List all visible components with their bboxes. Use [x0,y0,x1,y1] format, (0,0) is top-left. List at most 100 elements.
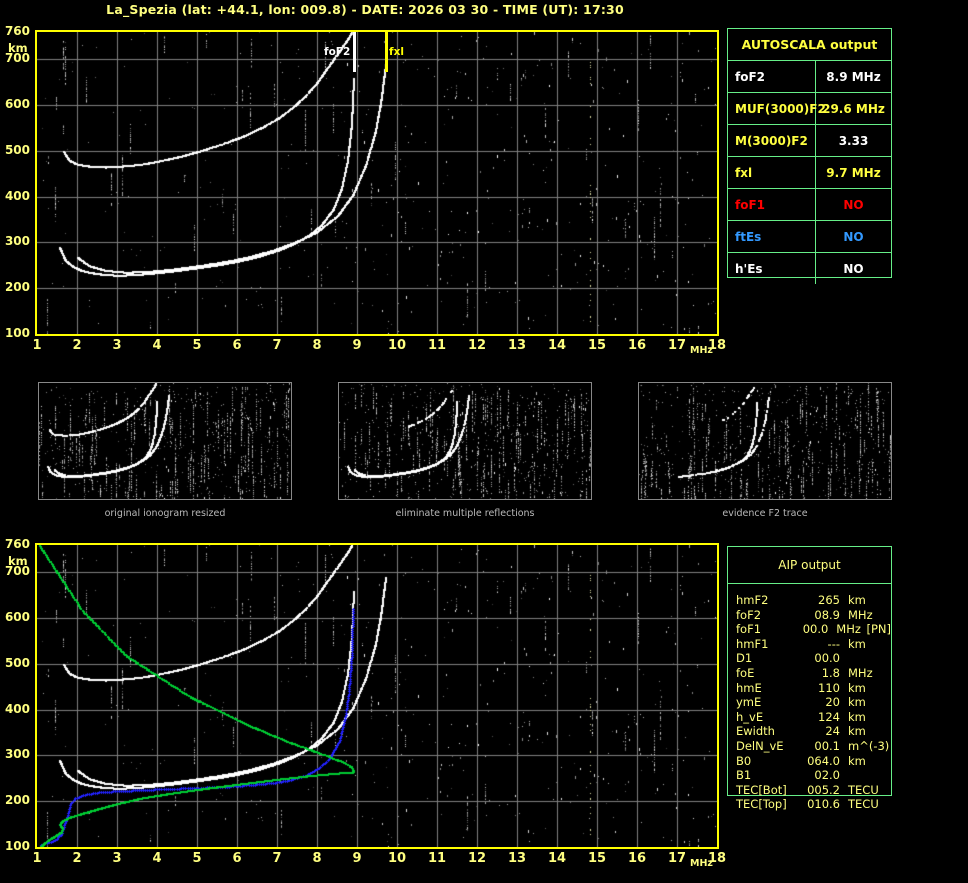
aip-param-unit [848,651,882,666]
y-tick-100: 100 [4,839,30,853]
aip-row-fof2: foF2 08.9 MHz [736,608,891,623]
x-tick-16: 16 [627,851,647,866]
aip-param-name: DelN_vE [736,738,784,753]
thumb-no-multiple[interactable] [338,382,592,500]
aip-param-value: 00.1 [814,738,840,753]
aip-param-name: foE [736,665,755,680]
aip-param-name: Ewidth [736,724,775,739]
x-tick-16: 16 [627,338,647,353]
aip-row-ewidth: Ewidth 24 km [736,724,891,739]
x-tick-2: 2 [72,338,82,353]
autoscala-value: NO [843,197,864,212]
aip-param-unit: km [848,593,866,607]
x-tick-9: 9 [352,851,362,866]
x-tick-12: 12 [467,338,487,353]
marker-fof2-label: foF2 [324,46,351,58]
aip-param-unit: km [848,709,866,724]
y-tick-500: 500 [4,142,30,157]
marker-fof2-line [353,32,356,72]
aip-param-value: 24 [825,724,840,739]
aip-param-value: 20 [825,695,840,710]
aip-row-yme: ymE 20 km [736,695,891,710]
aip-param-unit: km [848,695,866,710]
aip-row-hmf1: hmF1 --- km [736,637,891,652]
x-tick-14: 14 [547,851,567,866]
x-tick-6: 6 [232,338,242,353]
x-tick-8: 8 [312,338,322,353]
y-tick-760: 760 [4,24,30,38]
main-plot-x-unit: MHz [690,345,713,356]
x-tick-8: 8 [312,851,322,866]
y-tick-200: 200 [4,280,30,295]
profile-plot-x-unit: MHz [690,858,713,869]
autoscala-value: NO [843,229,864,244]
aip-param-name: B0 [736,753,752,768]
aip-param-name: hmF2 [736,593,769,607]
autoscala-key: MUF(3000)F2 [728,93,826,124]
aip-param-unit: km [848,680,866,695]
profile-ionogram-canvas [37,545,717,847]
x-tick-7: 7 [272,338,282,353]
aip-param-unit: TECU [848,797,879,812]
thumb-f2-trace[interactable] [638,382,892,500]
thumb-no-multiple-canvas [339,383,591,499]
x-tick-9: 9 [352,338,362,353]
aip-row-hmf2: hmF2 265 km [736,593,891,608]
y-tick-760: 760 [4,537,30,551]
aip-row-hve: h_vE 124 km [736,710,891,725]
aip-param-unit: MHz [848,665,873,680]
autoscala-title: AUTOSCALA output [728,29,891,61]
aip-param-value: 1.8 [821,665,840,680]
y-tick-600: 600 [4,97,30,112]
thumb-f2-trace-canvas [639,383,891,499]
aip-param-unit: km [848,724,866,739]
autoscala-row-fof2: foF2 8.9 MHz [728,61,891,93]
x-tick-15: 15 [587,338,607,353]
aip-param-name: hmF1 [736,636,769,651]
x-tick-4: 4 [152,851,162,866]
thumb-original[interactable] [38,382,292,500]
main-ionogram-plot[interactable] [35,30,719,336]
aip-row-hme: hmE 110 km [736,681,891,696]
marker-fxl-line [385,32,388,72]
aip-row-fof1: foF1 00.0 MHz [PN] [736,622,891,637]
x-tick-11: 11 [427,851,447,866]
aip-row-b0: B0 064.0 km [736,754,891,769]
y-tick-700: 700 [4,564,30,579]
autoscala-value: 29.6 MHz [822,101,885,116]
aip-row-delnve: DelN_vE 00.1 m^(-3) [736,739,891,754]
thumb-original-canvas [39,383,291,499]
aip-param-value: --- [827,636,840,651]
autoscala-key: ftEs [728,221,816,252]
profile-ionogram-plot[interactable] [35,543,719,849]
x-tick-5: 5 [192,851,202,866]
aip-param-unit: MHz [848,607,873,622]
y-tick-400: 400 [4,188,30,203]
x-tick-17: 17 [667,851,687,866]
x-tick-4: 4 [152,338,162,353]
aip-param-name: B1 [736,768,752,783]
page-title: La_Spezia (lat: +44.1, lon: 009.8) - DAT… [106,2,624,17]
autoscala-value: 3.33 [838,133,869,148]
autoscala-row-fxl: fxl 9.7 MHz [728,157,891,189]
aip-param-extra: [PN] [866,622,891,637]
aip-param-value: 005.2 [807,782,840,797]
aip-rows: hmF2 265 km foF2 08.9 MHz foF1 00.0 MHz [PN] hmF1-… [728,584,891,812]
x-tick-15: 15 [587,851,607,866]
y-tick-300: 300 [4,234,30,249]
x-tick-18: 18 [707,851,727,866]
aip-param-value: 00.0 [814,651,840,666]
autoscala-row-m3000f2: M(3000)F2 3.33 [728,125,891,157]
aip-param-unit: km [848,753,866,768]
profile-plot-y-unit: km [8,554,28,568]
autoscala-key: foF1 [728,189,816,220]
x-tick-13: 13 [507,338,527,353]
x-tick-13: 13 [507,851,527,866]
aip-param-value: 010.6 [807,797,840,812]
autoscala-row-muf3000f2: MUF(3000)F2 29.6 MHz [728,93,891,125]
main-ionogram-canvas [37,32,717,334]
aip-param-name: foF1 [736,622,762,637]
x-tick-11: 11 [427,338,447,353]
y-tick-200: 200 [4,793,30,808]
thumb-original-caption: original ionogram resized [104,508,226,519]
